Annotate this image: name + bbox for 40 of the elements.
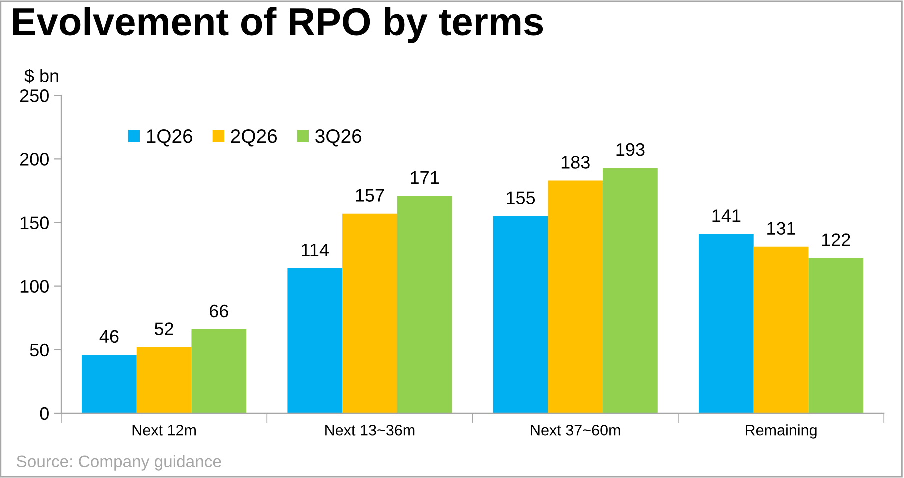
bar	[82, 354, 137, 414]
y-tick-label: 100	[20, 280, 49, 294]
bar	[493, 216, 548, 414]
legend-label: 1Q26	[147, 130, 193, 147]
bar	[342, 214, 398, 414]
data-label: 157	[356, 189, 384, 202]
y-tick-label: 0	[40, 407, 49, 420]
data-label: 46	[100, 330, 119, 344]
bar	[192, 330, 247, 414]
legend-label: 3Q26	[316, 130, 362, 147]
bar	[397, 196, 452, 414]
y-tick-label: 150	[20, 216, 49, 230]
data-label: 193	[616, 143, 645, 156]
data-label: 122	[822, 234, 850, 246]
x-tick-label: Next 37~60m	[531, 424, 620, 436]
x-tick-label: Next 13~36m	[326, 424, 415, 436]
source-note: Source: Company guidance	[17, 455, 222, 471]
bar	[136, 347, 192, 414]
legend-label: 2Q26	[231, 130, 278, 147]
x-tick-label: Next 12m	[132, 424, 196, 436]
bar	[548, 180, 604, 414]
data-label: 131	[768, 222, 796, 236]
bar	[754, 246, 809, 414]
x-tick-label: Remaining	[746, 424, 817, 439]
data-label: 114	[302, 244, 329, 256]
y-tick-label: 200	[20, 153, 49, 166]
bar	[603, 168, 658, 414]
bar	[808, 258, 864, 414]
chart-title: Evolvement of RPO by terms	[13, 7, 544, 44]
bar	[288, 268, 343, 414]
data-label: 183	[562, 156, 590, 169]
data-label: 66	[210, 304, 228, 318]
bar	[699, 234, 754, 414]
data-label: 155	[507, 192, 536, 204]
data-label: 141	[712, 210, 741, 222]
data-label: 52	[154, 322, 174, 336]
y-tick-label: 250	[20, 90, 49, 102]
data-label: 171	[411, 172, 439, 184]
y-tick-label: 50	[30, 344, 49, 357]
y-axis-title: $ bn	[24, 68, 58, 84]
